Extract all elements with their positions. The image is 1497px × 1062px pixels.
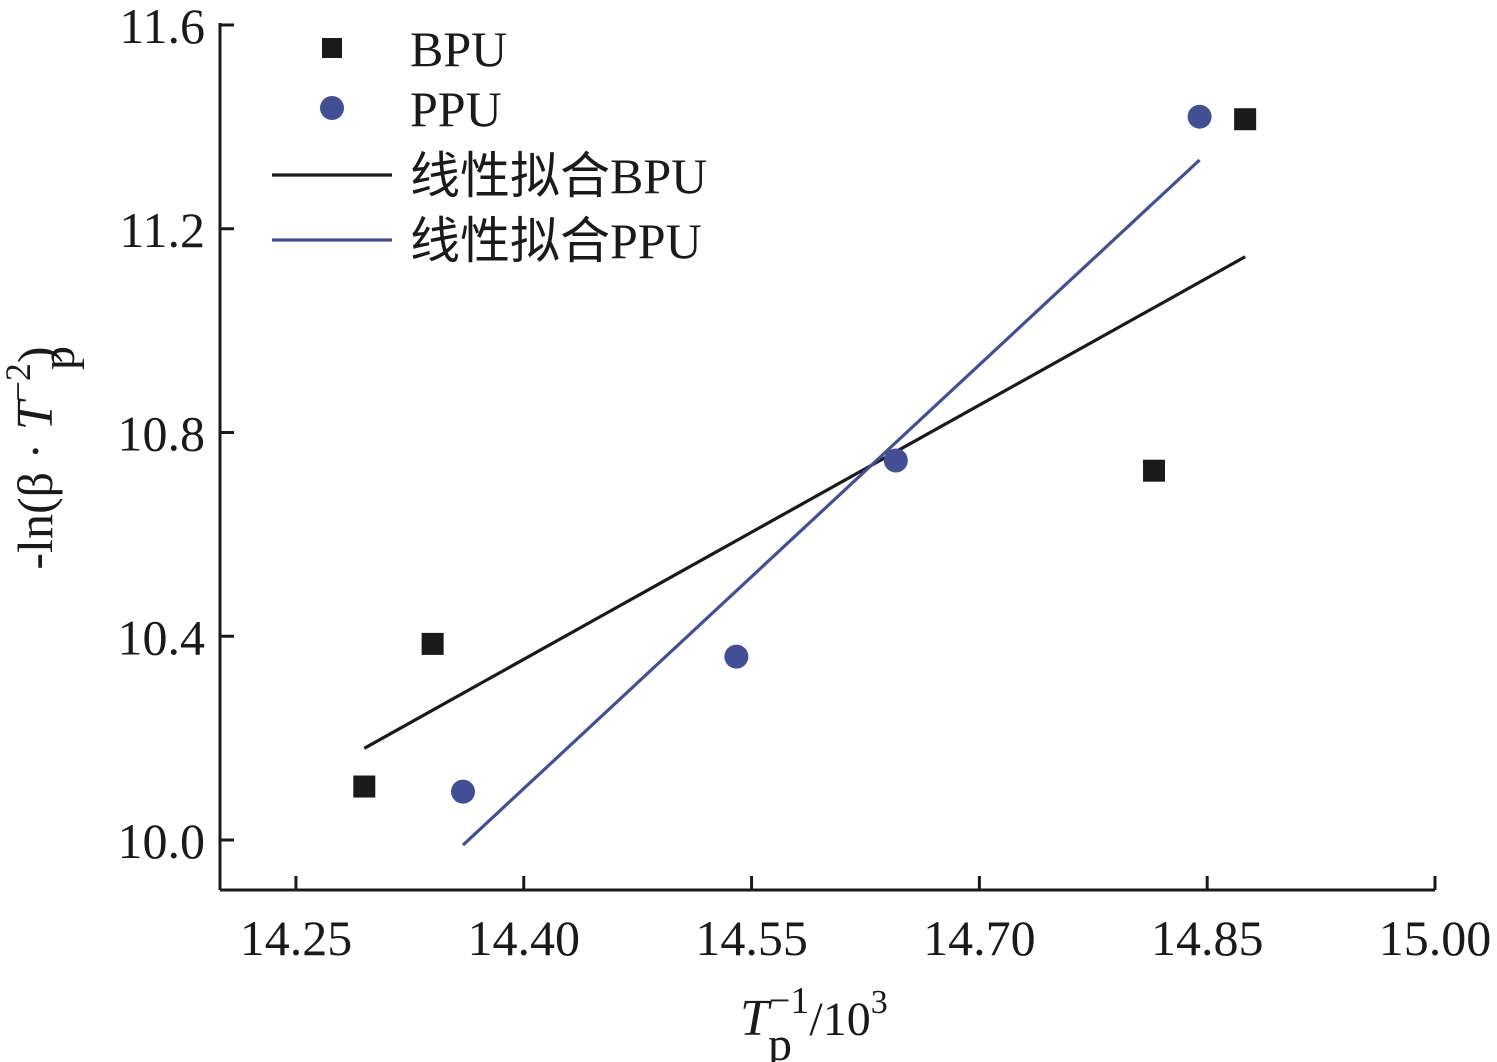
data-point-BPU [353, 775, 376, 798]
y-axis-title-subscript: p [32, 346, 85, 370]
x-tick-label: 14.40 [468, 910, 581, 966]
legend-marker-BPU [322, 38, 342, 58]
svg-text:-ln(β · T−2): -ln(β · T−2) [0, 346, 64, 569]
y-axis-ticks: 10.0 10.4 10.8 11.2 11.6 [118, 0, 234, 869]
x-tick-label: 14.70 [923, 910, 1036, 966]
x-tick-label: 14.85 [1151, 910, 1264, 966]
data-point-BPU [1234, 108, 1257, 131]
svg-text:p: p [32, 346, 85, 370]
y-tick-label: 11.6 [119, 0, 205, 54]
data-point-PPU [1187, 104, 1212, 129]
data-point-PPU [724, 644, 749, 669]
x-tick-label: 14.55 [695, 910, 808, 966]
legend-label-线性拟合PPU: 线性拟合PPU [410, 213, 702, 269]
legend-marker-PPU [320, 96, 344, 120]
y-tick-label: 11.2 [119, 202, 205, 258]
legend-label-线性拟合BPU: 线性拟合BPU [410, 148, 707, 204]
y-tick-label: 10.8 [118, 406, 206, 462]
y-tick-label: 10.0 [118, 813, 206, 869]
axes [218, 23, 1435, 892]
x-tick-label: 14.25 [240, 910, 353, 966]
data-point-BPU [421, 632, 444, 655]
x-axis-title: T−1/103 [740, 980, 888, 1047]
x-tick-label: 15.00 [1379, 910, 1492, 966]
data-point-BPU [1143, 459, 1166, 482]
fit-line-线性拟合BPU [363, 255, 1246, 750]
data-point-PPU [451, 779, 475, 804]
data-points [353, 104, 1257, 804]
legend-label-PPU: PPU [410, 81, 502, 137]
y-axis-title: -ln(β · T−2) [0, 346, 64, 569]
legend-label-BPU: BPU [410, 21, 507, 77]
x-axis-ticks: 14.25 14.40 14.55 14.70 14.85 15.00 [240, 876, 1492, 966]
x-axis-title-subscript: p [768, 1018, 792, 1062]
fit-line-线性拟合PPU [461, 158, 1201, 847]
fit-lines [363, 158, 1246, 847]
data-point-PPU [883, 448, 908, 473]
y-tick-label: 10.4 [118, 609, 206, 665]
